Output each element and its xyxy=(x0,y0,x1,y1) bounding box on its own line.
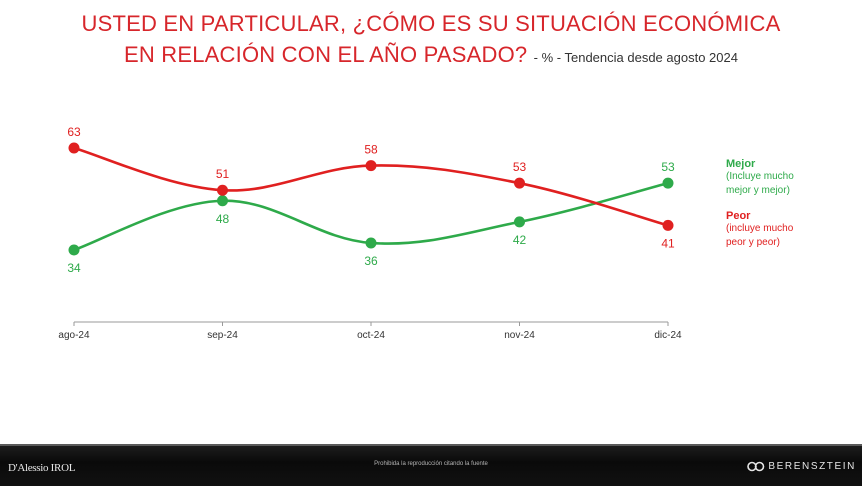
data-point-mejor xyxy=(662,177,674,189)
legend-mejor-desc-1: (Incluye mucho xyxy=(726,171,794,182)
data-point-peor xyxy=(68,142,80,154)
x-axis-ticks: ago-24 sep-24 oct-24 nov-24 dic-24 xyxy=(58,322,682,341)
data-point-mejor xyxy=(514,216,525,228)
legend-peor-label: Peor xyxy=(726,210,751,222)
data-point-mejor xyxy=(365,237,377,249)
chart-title: USTED EN PARTICULAR, ¿CÓMO ES SU SITUACI… xyxy=(0,8,862,73)
x-tick-label: nov-24 xyxy=(504,330,535,341)
data-labels-layer: 63 34 51 48 58 36 53 42 41 53 xyxy=(67,125,675,275)
data-label-peor: 53 xyxy=(513,160,527,174)
berensztein-logo-icon xyxy=(747,461,765,472)
legend-peor-desc-2: peor y peor) xyxy=(726,237,780,248)
title-line-2: EN RELACIÓN CON EL AÑO PASADO? - % - Ten… xyxy=(0,39,862,73)
data-point-peor xyxy=(217,184,228,196)
data-label-mejor: 48 xyxy=(216,212,230,226)
legend-mejor-label: Mejor xyxy=(726,158,756,170)
title-line-2-text: EN RELACIÓN CON EL AÑO PASADO? xyxy=(124,42,528,67)
berensztein-logo-text: BERENSZTEIN xyxy=(768,461,856,472)
data-label-peor: 51 xyxy=(216,167,230,181)
line-chart: ago-24 sep-24 oct-24 nov-24 dic-24 63 34 51 48 5… xyxy=(58,125,682,341)
data-point-mejor xyxy=(217,195,228,207)
title-line-1: USTED EN PARTICULAR, ¿CÓMO ES SU SITUACI… xyxy=(81,11,781,36)
legend-mejor: Mejor (Incluye mucho mejor y mejor) xyxy=(726,158,836,198)
series-layer xyxy=(68,142,674,256)
legend-peor-desc-1: (incluye mucho xyxy=(726,223,794,234)
data-point-peor xyxy=(662,219,674,231)
data-point-peor xyxy=(514,177,525,189)
x-tick-label: dic-24 xyxy=(654,330,682,341)
legend-mejor-desc-2: mejor y mejor) xyxy=(726,185,790,196)
data-label-peor: 58 xyxy=(364,143,378,157)
chart-subtitle: - % - Tendencia desde agosto 2024 xyxy=(533,50,738,65)
legend-peor: Peor (incluye mucho peor y peor) xyxy=(726,210,836,250)
data-label-mejor: 53 xyxy=(661,160,675,174)
data-label-peor: 63 xyxy=(67,125,81,139)
footer-bar: D'Alessio IROL Prohibida la reproducción… xyxy=(0,444,862,486)
dalessio-logo: D'Alessio IROL xyxy=(8,462,76,474)
data-label-mejor: 34 xyxy=(67,261,81,275)
data-point-peor xyxy=(365,160,377,172)
data-label-peor: 41 xyxy=(661,236,675,250)
x-tick-label: oct-24 xyxy=(357,330,385,341)
data-label-mejor: 42 xyxy=(513,233,527,247)
data-label-mejor: 36 xyxy=(364,254,378,268)
x-tick-label: sep-24 xyxy=(207,330,238,341)
x-tick-label: ago-24 xyxy=(58,330,90,341)
berensztein-logo: BERENSZTEIN xyxy=(747,461,856,472)
footer-disclaimer: Prohibida la reproducción citando la fue… xyxy=(374,461,488,467)
data-point-mejor xyxy=(68,244,80,256)
